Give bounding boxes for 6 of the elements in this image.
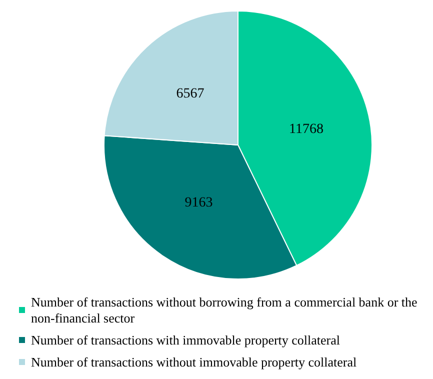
legend-label: Number of transactions with immovable property collateral <box>31 332 340 348</box>
data-label: 9163 <box>184 196 213 210</box>
legend-label: Number of transactions without immovable property collateral <box>31 354 358 370</box>
data-label: 6567 <box>176 86 204 102</box>
data-label: 11768 <box>288 122 324 137</box>
legend-label: Number of transactions without borrowing from a commercial bank or the non-financial sector <box>31 294 421 326</box>
